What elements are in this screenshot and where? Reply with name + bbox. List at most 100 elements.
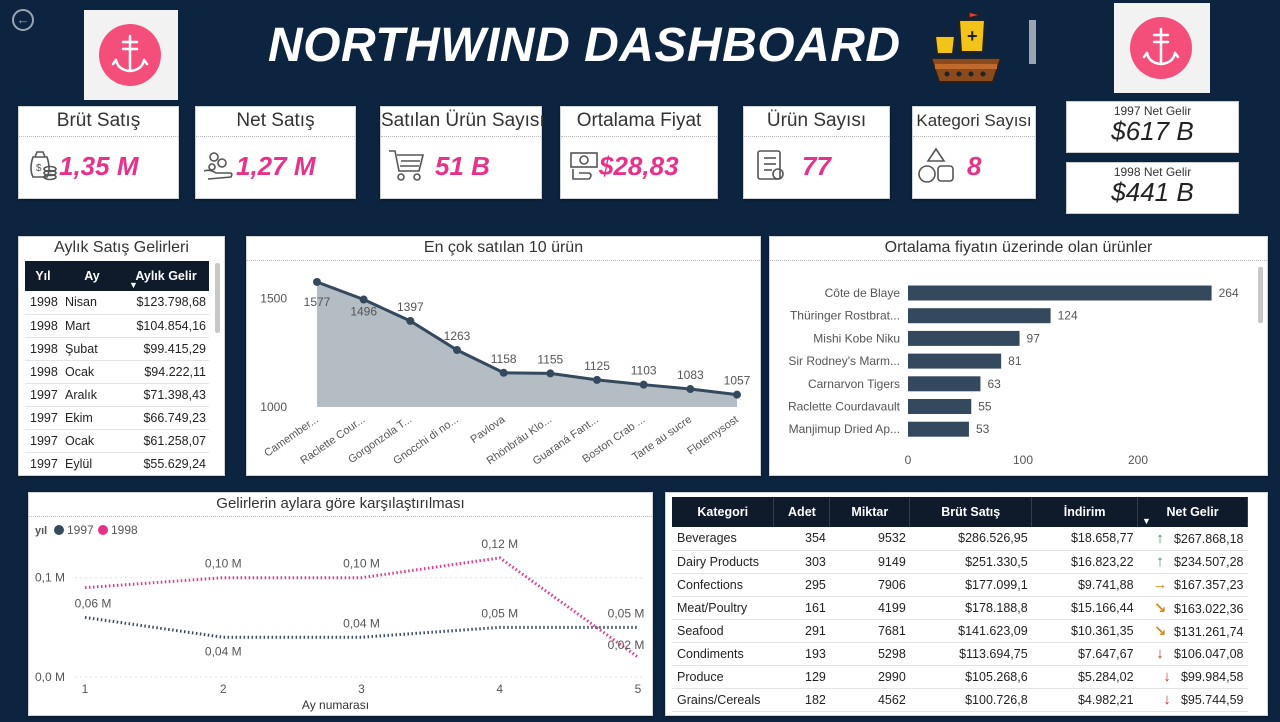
bar[interactable] [908, 285, 1212, 301]
table-row[interactable]: Produce 129 2990 $105.268,6 $5.284,02 ↓ $99.98… [672, 665, 1248, 689]
data-point[interactable] [406, 316, 415, 325]
table-row[interactable]: Confections 295 7906 $177.099,1 $9.741,88 → $1… [672, 573, 1248, 597]
table-cell: Meat/Poultry [672, 596, 774, 620]
x-tick-label: 5 [635, 682, 642, 696]
kpi-urun-sayisi[interactable]: Ürün Sayısı 77 [743, 106, 890, 199]
table-row[interactable]: Seafood 291 7681 $141.623,09 $10.361,35 ↘ $131… [672, 619, 1248, 643]
table-cell: $66.749,23 [123, 406, 209, 430]
kpi-net-satis[interactable]: Net Satış 1,27 M [195, 106, 356, 199]
column-header[interactable]: Adet [773, 497, 831, 527]
cash-hand-icon [567, 147, 603, 183]
above-avg-products-panel[interactable]: Ortalama fiyatın üzerinde olan ürünler C… [769, 236, 1268, 476]
table-cell: $4.982,21 [1031, 688, 1138, 712]
table-cell: $105.268,6 [909, 665, 1032, 689]
table-row[interactable]: Grains/Cereals 182 4562 $100.726,8 $4.982,21… [672, 688, 1248, 712]
table-cell: 4199 [829, 596, 910, 620]
bar[interactable] [908, 308, 1051, 324]
table-cell: Condiments [672, 642, 774, 666]
data-point[interactable] [546, 369, 555, 378]
table-row[interactable]: 1998 Şubat $99.415,29 [25, 337, 209, 361]
column-header-sorted[interactable]: ▼ Net Gelir [1137, 497, 1248, 527]
kpi-satilan-urun[interactable]: Satılan Ürün Sayısı 51 B [380, 106, 545, 199]
back-button[interactable]: ← [12, 9, 34, 31]
top10-products-panel[interactable]: En çok satılan 10 ürün 1000 1500 1577 1496 1… [246, 236, 761, 476]
y-tick-label: 1500 [260, 292, 287, 306]
column-header-sorted[interactable]: Aylık Gelir ▼ [123, 261, 209, 291]
net-gelir-value: $163.022,36 [1173, 601, 1244, 616]
column-header[interactable]: Yıl [25, 261, 61, 291]
kpi-value: 1,35 M [59, 151, 139, 181]
legend-label: 1997 [67, 523, 94, 537]
scrollbar[interactable] [1258, 267, 1263, 323]
legend-marker[interactable] [98, 525, 108, 535]
table-cell: $18.658,77 [1031, 527, 1138, 551]
bar[interactable] [908, 376, 981, 392]
table-row[interactable]: 1998 Ocak $94.222,11 [25, 360, 209, 384]
table-row[interactable]: 1997 Ekim $66.749,23 [25, 406, 209, 430]
kpi-title: Kategori Sayısı [913, 107, 1035, 137]
category-table: Kategori Adet Miktar Brüt Satış İndirim … [672, 497, 1248, 712]
kpi-ortalama-fiyat[interactable]: Ortalama Fiyat $28,83 [560, 106, 718, 199]
table-row[interactable]: 1997 Ocak $61.258,07 [25, 429, 209, 453]
bar[interactable] [908, 353, 1002, 369]
bar[interactable] [908, 421, 969, 437]
x-axis-label: Ay numarası [302, 698, 369, 712]
table-row[interactable]: Condiments 193 5298 $113.694,75 $7.647,67 ↓ $1… [672, 642, 1248, 666]
net-gelir-value: $131.261,74 [1173, 624, 1244, 639]
data-point[interactable] [686, 385, 695, 394]
column-header[interactable]: İndirim [1031, 497, 1139, 527]
data-label: 0,10 M [205, 557, 242, 571]
scrollbar[interactable] [215, 263, 220, 333]
y-tick-label: 0,0 M [35, 670, 65, 684]
table-row[interactable]: 1998 Nisan $123.798,68 [25, 291, 209, 315]
data-label: 97 [1027, 331, 1041, 345]
table-cell: → $167.357,23 [1137, 573, 1248, 597]
table-cell: 1998 [25, 314, 61, 338]
column-header[interactable]: Brüt Satış [909, 497, 1033, 527]
data-point[interactable] [593, 375, 601, 384]
table-row[interactable]: 1998 Mart $104.854,16 [25, 314, 209, 338]
column-header[interactable]: Kategori [672, 497, 775, 527]
table-cell: $141.623,09 [909, 619, 1032, 643]
data-label: 0,02 M [608, 638, 645, 652]
data-label: 124 [1058, 309, 1078, 323]
data-label: 0,06 M [75, 596, 112, 610]
table-cell: 1998 [25, 337, 61, 361]
table-cell: Eylül [61, 452, 123, 475]
data-label: 1125 [584, 359, 610, 373]
data-label: 1057 [724, 374, 751, 388]
kpi-brut-satis[interactable]: Brüt Satış $ 1,35 M [18, 106, 179, 199]
bar[interactable] [908, 399, 972, 414]
table-cell: 129 [773, 665, 830, 689]
table-row[interactable]: Beverages 354 9532 $286.526,95 $18.658,77 ↑ $2… [672, 527, 1248, 551]
series-line-1998[interactable] [84, 556, 639, 659]
x-tick-label: 100 [1013, 453, 1033, 467]
anchor-icon [99, 24, 161, 86]
data-point[interactable] [499, 368, 508, 377]
table-row[interactable]: 1997 Eylül $55.629,24 [25, 452, 209, 475]
y-tick-label: Mishi Kobe Niku [813, 331, 900, 345]
series-line-1997[interactable] [84, 615, 638, 639]
anchor-icon [1130, 17, 1192, 79]
table-cell: 1997 [25, 383, 61, 407]
legend-marker[interactable] [54, 525, 64, 535]
data-point[interactable] [359, 295, 368, 304]
column-header[interactable]: Miktar [829, 497, 911, 527]
data-point[interactable] [639, 380, 648, 389]
monthly-comparison-panel[interactable]: Gelirlerin aylara göre karşılaştırılması… [28, 492, 653, 716]
data-point[interactable] [313, 277, 321, 286]
table-row[interactable]: 1997 Aralık $71.398,43 [25, 383, 209, 407]
table-row[interactable]: Dairy Products 303 9149 $251.330,5 $16.823,2… [672, 550, 1248, 574]
data-point[interactable] [733, 390, 741, 399]
net-gelir-value: $234.507,28 [1173, 555, 1244, 569]
monthly-revenue-panel[interactable]: Aylık Satış Gelirleri Yıl Ay Aylık Gelir… [18, 236, 225, 476]
bar[interactable] [908, 330, 1020, 346]
table-row[interactable]: Meat/Poultry 161 4199 $178.188,8 $15.166,44 ↘… [672, 596, 1248, 620]
panel-title: Aylık Satış Gelirleri [54, 239, 189, 256]
svg-text:+: + [967, 26, 978, 46]
data-point[interactable] [453, 346, 461, 355]
column-header[interactable]: Ay [61, 261, 123, 291]
category-table-panel[interactable]: Kategori Adet Miktar Brüt Satış İndirim … [665, 492, 1268, 716]
legend-label: 1998 [111, 523, 138, 537]
kpi-kategori-sayisi[interactable]: Kategori Sayısı 8 [912, 106, 1036, 199]
